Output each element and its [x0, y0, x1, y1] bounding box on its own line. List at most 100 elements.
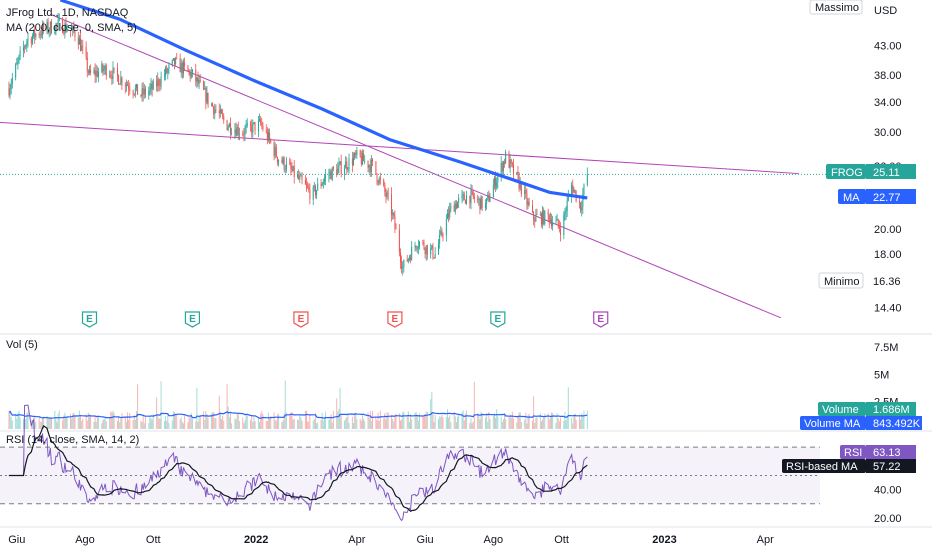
candle — [312, 184, 314, 206]
volume-bar — [261, 411, 263, 429]
volume-bar — [355, 412, 357, 429]
chart-title[interactable]: JFrog Ltd., 1D, NASDAQ — [6, 7, 129, 19]
candle-body — [414, 245, 416, 247]
candle-body — [411, 246, 413, 261]
candle-body — [542, 210, 544, 225]
candle — [95, 64, 97, 83]
candle — [54, 25, 56, 35]
candle — [278, 159, 280, 167]
candle-body — [227, 127, 229, 130]
volume-bar — [402, 412, 404, 429]
candle-body — [406, 259, 408, 262]
candle — [297, 170, 299, 179]
volume-bar — [219, 412, 221, 429]
candle — [527, 198, 529, 210]
volume-bar — [425, 411, 427, 429]
candle-body — [534, 219, 536, 222]
ma-indicator-label[interactable]: MA (200, close, 0, SMA, 5) — [6, 22, 137, 34]
candle — [40, 27, 42, 38]
candle — [127, 81, 129, 87]
candle-body — [337, 167, 339, 176]
candle-body — [210, 103, 212, 105]
candle-body — [309, 189, 311, 200]
volume-bar — [174, 411, 176, 429]
candle — [391, 187, 393, 222]
volume-bar — [97, 415, 99, 429]
volume-bar — [470, 418, 472, 429]
candle — [69, 30, 71, 38]
volume-bar — [221, 419, 223, 429]
volume-bar — [502, 419, 504, 429]
candle — [262, 121, 264, 132]
volume-indicator-label[interactable]: Vol (5) — [6, 339, 38, 351]
volume-bar — [197, 422, 199, 429]
candle-body — [478, 198, 480, 200]
candle — [22, 40, 24, 58]
volume-bar — [453, 412, 455, 429]
candle — [8, 81, 10, 98]
candle — [533, 210, 535, 226]
candle — [431, 245, 433, 251]
candle-body — [174, 58, 176, 65]
candle — [512, 158, 514, 179]
candle — [367, 160, 369, 173]
candle-body — [292, 166, 294, 171]
time-axis[interactable]: Giu Ago Ott 2022 Apr Giu Ago Ott 2023 Apr — [8, 534, 774, 546]
volume-bar — [132, 419, 134, 429]
volume-bar — [464, 413, 466, 429]
volume-bar — [152, 414, 154, 429]
volume-bar — [564, 411, 566, 429]
candle — [395, 223, 397, 230]
volume-bar — [87, 412, 89, 429]
candle-body — [433, 257, 435, 259]
candle — [340, 154, 342, 178]
rsi-pane[interactable] — [0, 404, 820, 522]
candle — [544, 210, 546, 226]
volume-bar — [113, 413, 115, 429]
candle — [17, 56, 19, 70]
candle — [159, 78, 161, 92]
volume-bar — [307, 421, 309, 429]
candle-body — [166, 67, 168, 73]
volume-bar — [543, 417, 545, 429]
candle-body — [308, 187, 310, 190]
volume-bar — [237, 413, 239, 429]
ma-tag-label: MA — [843, 192, 860, 204]
volume-bar — [316, 423, 318, 429]
candle — [35, 32, 37, 41]
candle-body — [446, 212, 448, 220]
volume-pane[interactable] — [8, 380, 588, 429]
candle — [156, 75, 158, 92]
rsi-indicator-label[interactable]: RSI (14, close, SMA, 14, 2) — [6, 434, 139, 446]
candle-body — [383, 179, 385, 186]
minimo-value: 16.36 — [873, 276, 901, 288]
candle-body — [394, 215, 396, 228]
volume-bar — [583, 410, 585, 429]
candle — [441, 227, 443, 238]
volume-bar — [205, 411, 207, 429]
volume-tick-label: 5M — [874, 369, 889, 381]
candle-body — [262, 125, 264, 130]
candle — [398, 224, 400, 257]
candle — [480, 194, 482, 210]
candle-body — [290, 164, 292, 169]
candle-body — [267, 132, 269, 141]
candle — [323, 174, 325, 185]
volume-bar — [581, 413, 583, 429]
volume-bar — [10, 417, 12, 429]
candle-body — [454, 203, 456, 212]
volume-bar — [103, 418, 105, 429]
candle — [259, 113, 261, 122]
candle-body — [445, 219, 447, 236]
candle-body — [356, 150, 358, 155]
volume-bar — [77, 417, 79, 429]
candle — [206, 86, 208, 105]
candle-body — [10, 84, 12, 89]
volume-bar — [398, 413, 400, 429]
candle — [129, 82, 131, 95]
candle — [496, 177, 498, 191]
volume-bar — [313, 418, 315, 429]
volume-bar — [493, 413, 495, 429]
